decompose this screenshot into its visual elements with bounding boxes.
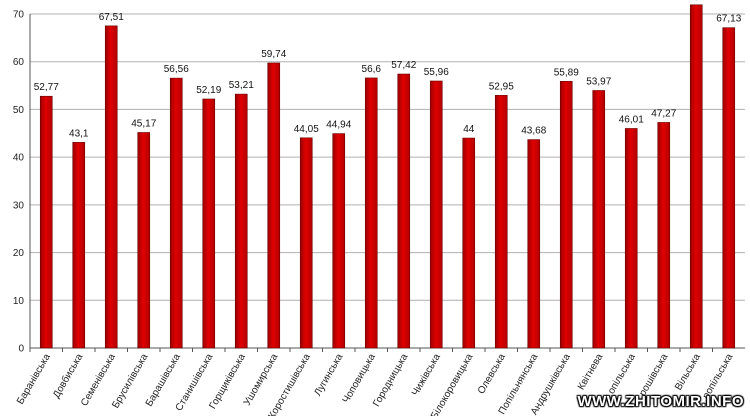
bar [267, 62, 281, 349]
y-tick-label: 40 [13, 153, 25, 164]
y-tick-label: 10 [13, 296, 25, 307]
y-tick-label: 60 [13, 57, 25, 68]
data-label: 43,1 [69, 128, 89, 139]
bar [624, 128, 638, 349]
y-axis: 0 10 20 30 40 50 60 70 [13, 10, 31, 355]
bar [722, 27, 736, 349]
bar [462, 137, 476, 349]
data-label: 53,97 [586, 76, 611, 87]
category-label: Городницька [371, 352, 410, 409]
bar [494, 95, 508, 349]
bar [657, 122, 671, 349]
data-label: 52,77 [34, 82, 59, 93]
data-label: 55,89 [554, 67, 579, 78]
data-label: 57,42 [391, 60, 416, 71]
category-label: Ушомирська [242, 352, 281, 408]
bar [137, 132, 151, 349]
data-label: 67,13 [716, 14, 741, 25]
category-label: Чижівська [410, 352, 443, 398]
y-tick-label: 30 [13, 200, 25, 211]
bars [39, 4, 736, 349]
data-label: 53,21 [229, 80, 254, 91]
data-label: 47,27 [651, 108, 676, 119]
bar [104, 25, 118, 349]
category-label: Чоповицька [341, 352, 378, 406]
y-tick-label: 0 [18, 344, 24, 355]
data-label: 44 [463, 124, 475, 135]
bar [397, 73, 411, 349]
data-label: 71,93 [684, 0, 709, 2]
data-label: 55,96 [424, 67, 449, 78]
category-label: Квітнева [576, 352, 606, 392]
y-tick-label: 20 [13, 248, 25, 259]
category-label: Баранівська [15, 352, 53, 407]
bar [299, 137, 313, 349]
data-label: 56,6 [362, 64, 382, 75]
bar [332, 133, 346, 349]
data-labels: 52,77 43,1 67,51 45,17 56,56 52,19 53,21 59,74 4… [34, 0, 742, 139]
data-label: 67,51 [99, 12, 124, 23]
bar [559, 81, 573, 349]
bar [429, 80, 443, 349]
data-label: 46,01 [619, 114, 644, 125]
watermark: WWW.ZHITOMIR.INFO [577, 393, 744, 410]
bar [234, 93, 248, 349]
bar [592, 90, 606, 349]
y-tick-label: 70 [13, 10, 25, 21]
bar [527, 139, 541, 349]
data-label: 52,19 [196, 85, 221, 96]
bar [364, 77, 378, 349]
bar [72, 142, 86, 349]
gridlines [30, 13, 745, 349]
bar [39, 95, 53, 349]
category-label: Довбиська [50, 351, 85, 400]
category-label: Олевська [476, 352, 508, 397]
bar [169, 77, 183, 349]
data-label: 52,95 [489, 81, 514, 92]
bar [689, 4, 703, 349]
category-label: Лугинська [312, 352, 345, 398]
bar [202, 98, 216, 349]
data-label: 43,68 [521, 126, 546, 137]
data-label: 56,56 [164, 64, 189, 75]
category-label: Вільська [673, 352, 703, 393]
data-label: 44,05 [294, 124, 319, 135]
data-label: 59,74 [261, 49, 286, 60]
y-tick-label: 50 [13, 105, 25, 116]
data-label: 45,17 [131, 118, 156, 129]
data-label: 44,94 [326, 120, 351, 131]
